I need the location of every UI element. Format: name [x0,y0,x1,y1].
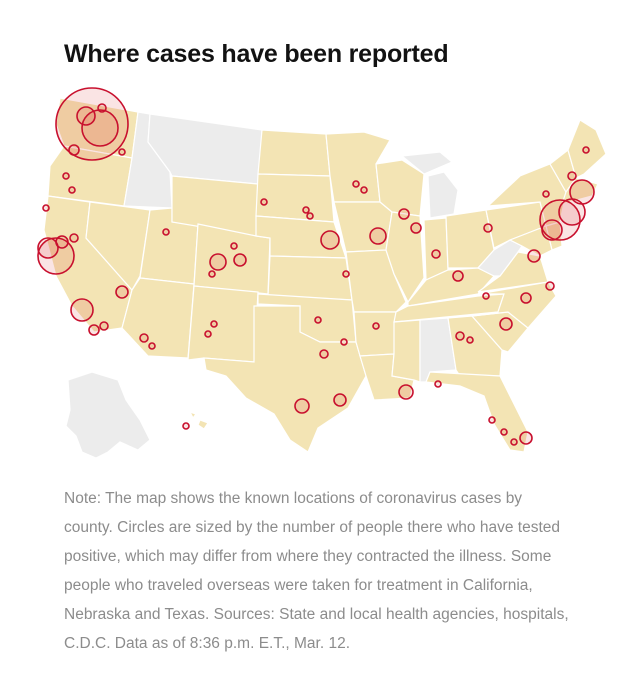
us-case-map [0,80,633,480]
case-circle [55,235,69,249]
case-circle [88,324,100,336]
case-circle [398,384,414,400]
state-texas [203,305,367,453]
case-circle [70,298,94,322]
case-circle [230,242,238,250]
case-circle [294,398,310,414]
case-circle [69,233,79,243]
case-circle [306,212,314,220]
state-alaska [65,371,151,459]
case-circle [342,270,350,278]
case-circle [360,186,368,194]
state-new-mexico [187,285,259,363]
case-circle [162,228,170,236]
case-circle [527,249,541,263]
case-circle [510,438,518,446]
case-circle [466,336,474,344]
case-circle [499,317,513,331]
case-circle [233,253,247,267]
state-south-dakota [255,173,335,223]
case-circle [567,171,577,181]
state-new-york [486,163,567,227]
case-circle [333,393,347,407]
case-circle [369,227,387,245]
case-circle [209,253,227,271]
case-circle [340,338,348,346]
case-circle [55,87,129,161]
case-circle [68,186,76,194]
case-circle [410,222,422,234]
case-circle [520,292,532,304]
state-kansas [267,255,353,301]
case-circle [482,292,490,300]
us-map-svg [37,87,607,459]
case-circle [139,333,149,343]
case-circle [431,249,441,259]
case-circle [314,316,322,324]
state-arkansas [353,311,397,357]
case-circle [541,219,563,241]
state-north-dakota [257,129,331,177]
map-title: Where cases have been reported [64,40,449,68]
map-note: Note: The map shows the known locations … [64,490,569,652]
case-circle [398,208,410,220]
case-circle [204,330,212,338]
case-circle [545,281,555,291]
case-circle [68,144,80,156]
case-circle [42,204,50,212]
case-circle [352,180,360,188]
state-maryland [508,225,553,257]
case-circle [148,342,156,350]
case-circle [118,148,126,156]
case-circle [302,206,310,214]
case-circle [434,380,442,388]
case-circle [182,422,190,430]
case-circle [319,349,329,359]
state-florida [425,371,529,453]
case-circle [500,428,508,436]
case-circle [539,199,581,241]
case-circle [62,172,70,180]
case-circle [97,103,107,113]
case-circle [115,285,129,299]
state-iowa [333,201,393,253]
case-circle [488,416,496,424]
case-circle [37,237,59,259]
case-circles [37,87,595,446]
case-circle [582,146,590,154]
state-hawaii [188,410,209,430]
case-circle [542,190,550,198]
state-michigan [400,151,459,219]
case-circle [452,270,464,282]
state-north-carolina [471,281,557,329]
case-circle [455,331,465,341]
case-circle [260,198,268,206]
case-circle [99,321,109,331]
state-indiana [423,217,449,281]
case-circle [372,322,380,330]
case-circle [76,106,96,126]
state-mississippi [391,319,421,383]
case-circle [208,270,216,278]
case-circle [210,320,218,328]
case-circle [569,179,595,205]
state-arizona [121,277,195,359]
case-circle [320,230,340,250]
case-circle [519,431,533,445]
case-circle [483,223,493,233]
case-circle [81,109,119,147]
